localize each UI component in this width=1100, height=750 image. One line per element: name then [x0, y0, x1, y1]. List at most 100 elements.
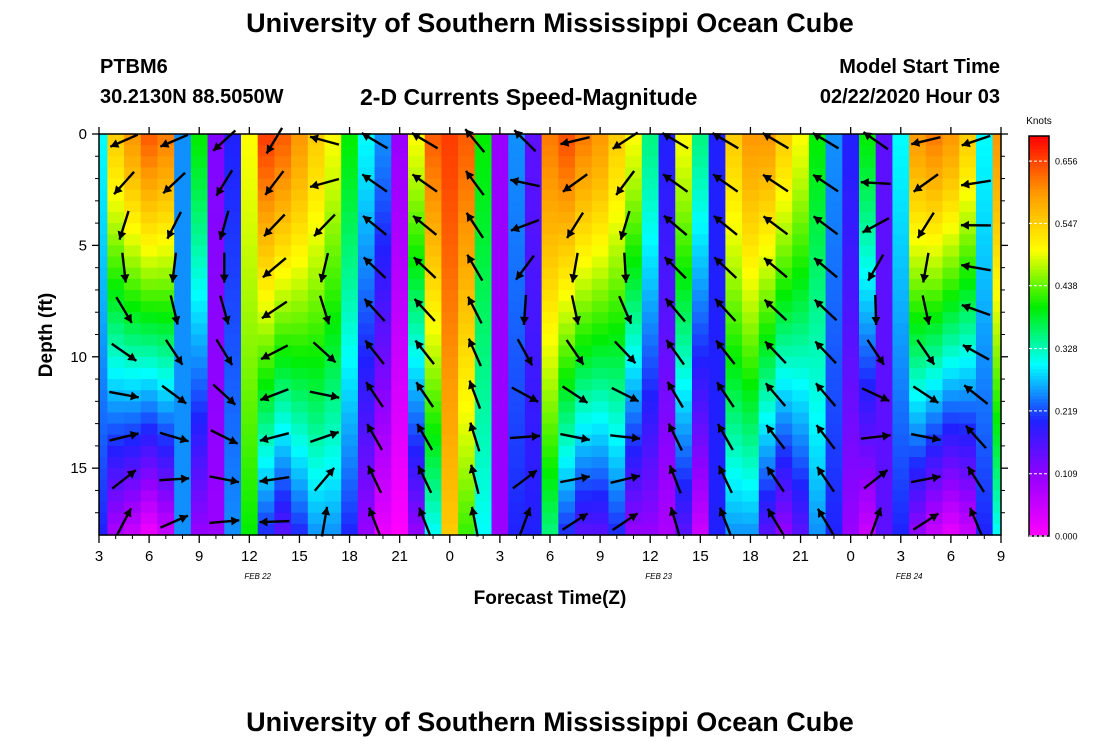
- current-arrow: [361, 173, 388, 193]
- heatmap-cell: [608, 523, 626, 536]
- heatmap-cell: [575, 278, 593, 291]
- heatmap-cell: [625, 345, 643, 358]
- heatmap-cell: [524, 245, 543, 258]
- heatmap-cell: [140, 167, 159, 180]
- heatmap-cell: [157, 312, 175, 324]
- heatmap-cell: [408, 445, 426, 458]
- heatmap-cell: [157, 490, 175, 503]
- heatmap-cell: [608, 434, 626, 447]
- heatmap-cell: [742, 223, 760, 235]
- heatmap-cell: [291, 156, 309, 169]
- heatmap-cell: [775, 401, 793, 414]
- heatmap-cell: [99, 211, 108, 224]
- heatmap-cell: [825, 189, 843, 202]
- heatmap-cell: [792, 256, 810, 269]
- heatmap-cell: [99, 223, 108, 235]
- colorbar-segment: [1029, 469, 1049, 474]
- heatmap-cell: [691, 356, 710, 369]
- colorbar-segment: [1029, 346, 1049, 350]
- heatmap-cell: [391, 401, 409, 414]
- heatmap-cell: [458, 468, 476, 480]
- arrow-head: [917, 228, 926, 239]
- heatmap-cell: [474, 468, 493, 480]
- heatmap-cell: [157, 256, 175, 269]
- current-arrow: [766, 508, 785, 536]
- heatmap-cell: [975, 401, 994, 414]
- heatmap-cell: [474, 200, 493, 213]
- heatmap-cell: [391, 267, 409, 280]
- colorbar-segment: [1029, 466, 1049, 470]
- heatmap-cell: [357, 401, 376, 414]
- heatmap-cell: [575, 301, 593, 313]
- heatmap-cell: [691, 457, 710, 469]
- heatmap-cell: [224, 457, 242, 469]
- heatmap-cell: [190, 379, 209, 391]
- heatmap-cell: [558, 167, 576, 180]
- heatmap-cell: [341, 278, 359, 291]
- current-arrow: [667, 422, 683, 451]
- heatmap-cell: [909, 211, 927, 224]
- heatmap-cell: [575, 234, 593, 246]
- arrow-head: [527, 470, 537, 479]
- heatmap-cell: [474, 256, 493, 269]
- heatmap-cell: [825, 367, 843, 380]
- arrow-head: [816, 425, 825, 435]
- x-tick-label: 15: [692, 548, 709, 565]
- current-arrow: [219, 252, 229, 283]
- heatmap-cell: [341, 468, 359, 480]
- heatmap-cell: [240, 334, 259, 347]
- heatmap-cell: [307, 401, 326, 414]
- heatmap-cell: [291, 345, 309, 358]
- heatmap-cell: [675, 267, 693, 280]
- current-arrow: [662, 173, 689, 193]
- heatmap-cell: [859, 267, 877, 280]
- heatmap-cell: [909, 234, 927, 246]
- heatmap-cell: [942, 434, 960, 447]
- colorbar-segment: [1029, 192, 1049, 197]
- heatmap-cell: [458, 479, 476, 492]
- heatmap-cell: [925, 267, 944, 280]
- current-arrow: [962, 344, 990, 361]
- heatmap-cell: [792, 178, 810, 191]
- heatmap-cell: [558, 267, 576, 280]
- heatmap-cell: [808, 145, 827, 157]
- heatmap-cell: [124, 289, 142, 302]
- current-arrow: [611, 131, 639, 150]
- current-arrow: [618, 295, 633, 325]
- heatmap-cell: [124, 457, 142, 469]
- colorbar-segment: [1029, 429, 1049, 434]
- heatmap-cell: [541, 312, 559, 324]
- heatmap-cell: [124, 379, 142, 391]
- heatmap-cell: [925, 457, 944, 469]
- arrow-head: [911, 137, 921, 147]
- heatmap-cell: [524, 312, 543, 324]
- heatmap-cell: [240, 523, 259, 536]
- heatmap-cell: [240, 223, 259, 235]
- heatmap-cell: [992, 145, 1002, 157]
- heatmap-cell: [107, 490, 125, 503]
- heatmap-cell: [174, 134, 192, 146]
- heatmap-cell: [925, 312, 944, 324]
- heatmap-cell: [174, 200, 192, 213]
- heatmap-cell: [341, 479, 359, 492]
- heatmap-cell: [658, 457, 676, 469]
- heatmap-cell: [758, 512, 777, 525]
- heatmap-cell: [775, 256, 793, 269]
- heatmap-cell: [675, 256, 693, 269]
- current-arrow: [816, 508, 835, 536]
- current-arrow: [711, 132, 739, 150]
- colorbar-tick-label: 0.000: [1055, 532, 1078, 542]
- heatmap-cell: [391, 490, 409, 503]
- heatmap-cell: [859, 167, 877, 180]
- heatmap-cell: [658, 401, 676, 414]
- heatmap-cell: [909, 523, 927, 536]
- heatmap-cell: [875, 211, 894, 224]
- heatmap-cell: [190, 356, 209, 369]
- heatmap-cell: [140, 323, 159, 336]
- heatmap-cell: [474, 167, 493, 180]
- heatmap-cell: [775, 234, 793, 246]
- heatmap-cell: [124, 434, 142, 447]
- heatmap-cell: [491, 234, 509, 246]
- heatmap-cell: [842, 523, 860, 536]
